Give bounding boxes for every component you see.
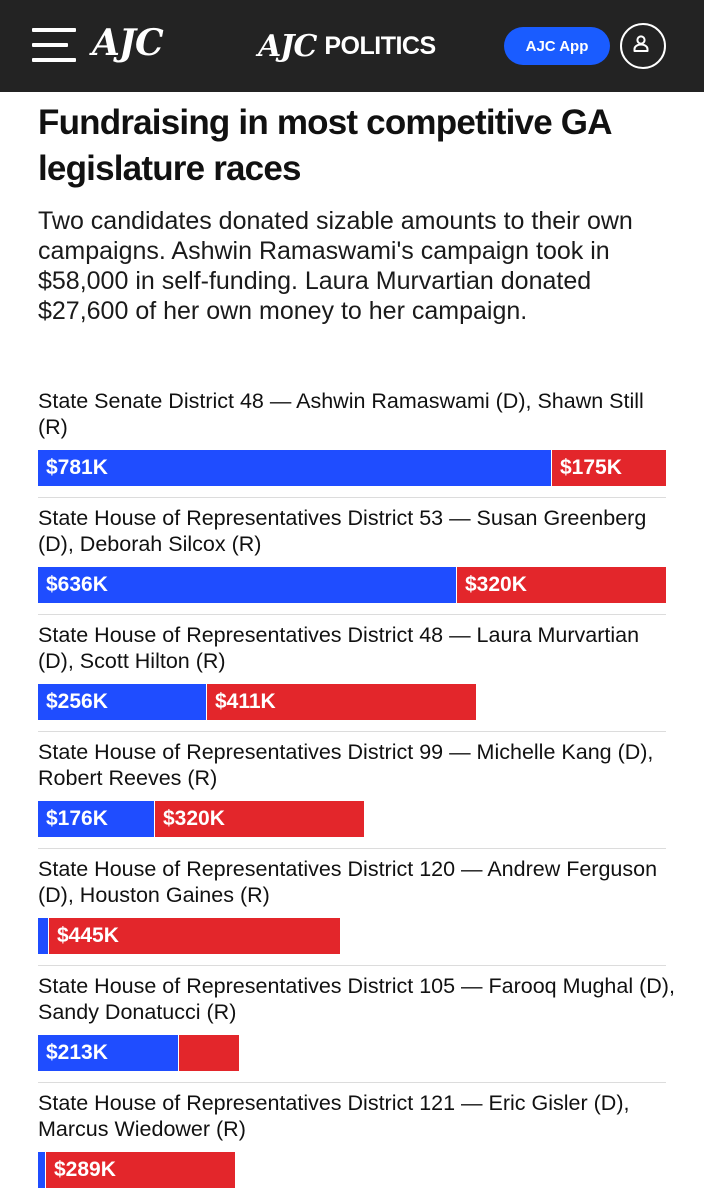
bar-republican	[456, 567, 666, 603]
race-row: State House of Representatives District …	[38, 622, 678, 720]
chart-subtitle: Two candidates donated sizable amounts t…	[38, 207, 633, 325]
user-icon	[633, 35, 649, 52]
brand-mark: AJC	[258, 28, 317, 64]
race-label: State House of Representatives District …	[38, 1091, 630, 1141]
row-divider	[38, 965, 666, 966]
bar-track: $781K $175K	[38, 450, 678, 486]
bar-democrat	[38, 1035, 178, 1071]
race-row: State House of Representatives District …	[38, 856, 678, 954]
row-divider	[38, 731, 666, 732]
data-label-democrat: $256K	[46, 690, 108, 713]
data-label-democrat: $213K	[46, 1041, 108, 1064]
data-label-democrat: $176K	[46, 807, 108, 830]
race-label: State House of Representatives District …	[38, 506, 647, 556]
data-label-republican: $445K	[57, 924, 119, 947]
page-title: Fundraising in most competitive GA legis…	[38, 103, 611, 188]
top-navigation-bar: AJC AJC POLITICS AJC App	[0, 0, 704, 92]
ajc-logo[interactable]: AJC	[92, 22, 164, 64]
race-row: State Senate District 48 — Ashwin Ramasw…	[38, 388, 678, 486]
race-row: State House of Representatives District …	[38, 505, 678, 603]
race-row: State House of Representatives District …	[38, 1090, 678, 1188]
data-label-republican: $411K	[215, 690, 276, 713]
bar-track: $176K $320K	[38, 801, 678, 837]
hamburger-menu-icon[interactable]	[32, 26, 76, 64]
race-row: State House of Representatives District …	[38, 739, 678, 837]
data-label-democrat: $781K	[46, 456, 108, 479]
data-label-democrat: $636K	[46, 573, 108, 596]
bar-democrat	[38, 918, 48, 954]
bar-republican	[48, 918, 340, 954]
row-divider	[38, 1082, 666, 1083]
bar-track: $213K	[38, 1035, 678, 1071]
data-label-republican: $289K	[54, 1158, 116, 1181]
bar-republican	[45, 1152, 235, 1188]
bar-democrat	[38, 684, 206, 720]
bar-republican	[154, 801, 364, 837]
race-row: State House of Representatives District …	[38, 973, 678, 1071]
row-divider	[38, 614, 666, 615]
bar-democrat	[38, 801, 154, 837]
bar-democrat	[38, 450, 551, 486]
race-label: State Senate District 48 — Ashwin Ramasw…	[38, 389, 644, 439]
bar-republican	[206, 684, 476, 720]
bar-democrat	[38, 567, 456, 603]
bar-track: $256K $411K	[38, 684, 678, 720]
row-divider	[38, 848, 666, 849]
bar-republican	[551, 450, 666, 486]
bar-track: $289K	[38, 1152, 678, 1188]
brand-section-name: POLITICS	[324, 31, 436, 60]
bar-republican	[178, 1035, 239, 1071]
race-label: State House of Representatives District …	[38, 740, 654, 790]
bar-track: $445K	[38, 918, 678, 954]
data-label-republican: $175K	[560, 456, 622, 479]
ajc-app-button[interactable]: AJC App	[504, 27, 610, 65]
account-icon[interactable]	[620, 23, 666, 69]
race-label: State House of Representatives District …	[38, 857, 658, 907]
race-label: State House of Representatives District …	[38, 974, 675, 1024]
row-divider	[38, 497, 666, 498]
bar-democrat	[38, 1152, 45, 1188]
data-label-republican: $320K	[465, 573, 527, 596]
race-label: State House of Representatives District …	[38, 623, 640, 673]
section-brand[interactable]: AJC POLITICS	[258, 26, 436, 66]
bar-track: $636K $320K	[38, 567, 678, 603]
data-label-republican: $320K	[163, 807, 225, 830]
